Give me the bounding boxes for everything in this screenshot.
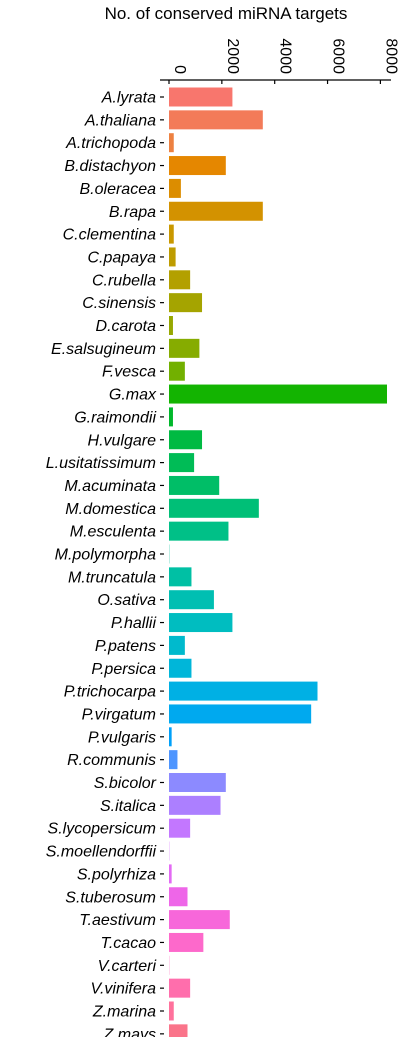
bar-z-marina bbox=[169, 1001, 174, 1021]
category-label: M.acuminata bbox=[64, 478, 156, 495]
bar-s-lycopersicum bbox=[169, 818, 191, 838]
category-label: F.vesca bbox=[102, 364, 156, 381]
bar-p-virgatum bbox=[169, 704, 312, 724]
category-label: B.oleracea bbox=[80, 181, 157, 198]
bar-b-oleracea bbox=[169, 178, 181, 198]
bar-s-italica bbox=[169, 795, 221, 815]
bar-o-sativa bbox=[169, 590, 214, 610]
category-label: S.tuberosum bbox=[65, 889, 156, 906]
bar-m-truncatula bbox=[169, 567, 192, 587]
bar-m-esculenta bbox=[169, 521, 229, 541]
category-label: P.trichocarpa bbox=[64, 684, 156, 701]
category-label: Z.mays bbox=[103, 1026, 156, 1037]
x-tick-label: 0 bbox=[171, 65, 188, 74]
bar-p-trichocarpa bbox=[169, 681, 318, 701]
category-label: A.thaliana bbox=[84, 112, 156, 129]
category-label: Z.marina bbox=[92, 1004, 156, 1021]
bar-c-clementina bbox=[169, 224, 174, 244]
category-label: G.raimondii bbox=[74, 409, 156, 426]
category-label: V.vinifera bbox=[90, 981, 156, 998]
x-tick-label: 2000 bbox=[224, 38, 241, 74]
category-label: H.vulgare bbox=[88, 432, 157, 449]
category-label: V.carteri bbox=[98, 958, 157, 975]
x-tick-label: 8000 bbox=[382, 38, 399, 74]
bar-l-usitatissimum bbox=[169, 453, 195, 473]
bar-a-thaliana bbox=[169, 110, 263, 130]
bar-p-vulgaris bbox=[169, 727, 172, 747]
category-label: P.persica bbox=[91, 661, 156, 678]
bar-r-communis bbox=[169, 750, 178, 770]
category-label: D.carota bbox=[96, 318, 157, 335]
bar-s-tuberosum bbox=[169, 887, 188, 907]
bar-g-max bbox=[169, 384, 387, 404]
bar-a-trichopoda bbox=[169, 133, 174, 153]
category-label: P.vulgaris bbox=[88, 729, 156, 746]
category-label: M.truncatula bbox=[68, 569, 156, 586]
category-label: C.papaya bbox=[88, 249, 157, 266]
bar-g-raimondii bbox=[169, 407, 173, 427]
bar-t-cacao bbox=[169, 932, 204, 952]
category-label: E.salsugineum bbox=[51, 341, 156, 358]
category-label: G.max bbox=[109, 387, 157, 404]
bar-m-domestica bbox=[169, 498, 259, 518]
bar-z-mays bbox=[169, 1024, 188, 1037]
category-label: P.hallii bbox=[111, 615, 157, 632]
category-label: C.rubella bbox=[92, 272, 156, 289]
x-tick-label: 6000 bbox=[330, 38, 347, 74]
x-tick-label: 4000 bbox=[277, 38, 294, 74]
x-axis-title: No. of conserved miRNA targets bbox=[105, 4, 348, 23]
category-label: M.esculenta bbox=[70, 524, 156, 541]
bar-t-aestivum bbox=[169, 910, 230, 930]
category-labels: A.lyrata A.thaliana A.trichopoda B.distachy… bbox=[46, 90, 164, 1037]
bar-c-rubella bbox=[169, 270, 191, 290]
bar-p-hallii bbox=[169, 613, 233, 633]
category-label: R.communis bbox=[67, 752, 156, 769]
bars bbox=[169, 87, 387, 1037]
bar-d-carota bbox=[169, 316, 173, 335]
category-label: S.bicolor bbox=[94, 775, 157, 792]
bar-f-vesca bbox=[169, 361, 185, 381]
bar-h-vulgare bbox=[169, 430, 203, 450]
category-label: M.domestica bbox=[65, 501, 156, 518]
bar-b-rapa bbox=[169, 201, 263, 221]
category-label: O.sativa bbox=[97, 592, 156, 609]
category-label: S.polyrhiza bbox=[77, 866, 156, 883]
category-label: M.polymorpha bbox=[55, 547, 156, 564]
bar-s-bicolor bbox=[169, 773, 226, 792]
bar-e-salsugineum bbox=[169, 338, 200, 358]
bar-m-acuminata bbox=[169, 475, 220, 495]
bar-p-persica bbox=[169, 658, 192, 678]
category-label: S.moellendorffii bbox=[46, 844, 157, 861]
category-label: S.lycopersicum bbox=[48, 821, 156, 838]
category-label: C.sinensis bbox=[82, 295, 156, 312]
category-label: L.usitatissimum bbox=[46, 455, 156, 472]
category-label: S.italica bbox=[100, 798, 156, 815]
bar-b-distachyon bbox=[169, 156, 226, 176]
category-label: A.lyrata bbox=[101, 90, 156, 107]
x-axis-ticks: 0 2000 4000 6000 8000 bbox=[168, 38, 399, 84]
bar-v-vinifera bbox=[169, 978, 191, 998]
category-label: B.rapa bbox=[109, 204, 156, 221]
category-label: P.patens bbox=[95, 638, 156, 655]
bar-c-sinensis bbox=[169, 293, 203, 313]
category-label: P.virgatum bbox=[82, 706, 156, 723]
category-label: T.cacao bbox=[101, 935, 157, 952]
bar-c-papaya bbox=[169, 247, 176, 267]
category-label: C.clementina bbox=[63, 227, 156, 244]
category-label: T.aestivum bbox=[79, 912, 156, 929]
bar-s-polyrhiza bbox=[169, 864, 172, 884]
category-label: B.distachyon bbox=[64, 158, 156, 175]
bar-a-lyrata bbox=[169, 87, 233, 107]
bar-p-patens bbox=[169, 635, 185, 655]
category-label: A.trichopoda bbox=[65, 135, 156, 152]
